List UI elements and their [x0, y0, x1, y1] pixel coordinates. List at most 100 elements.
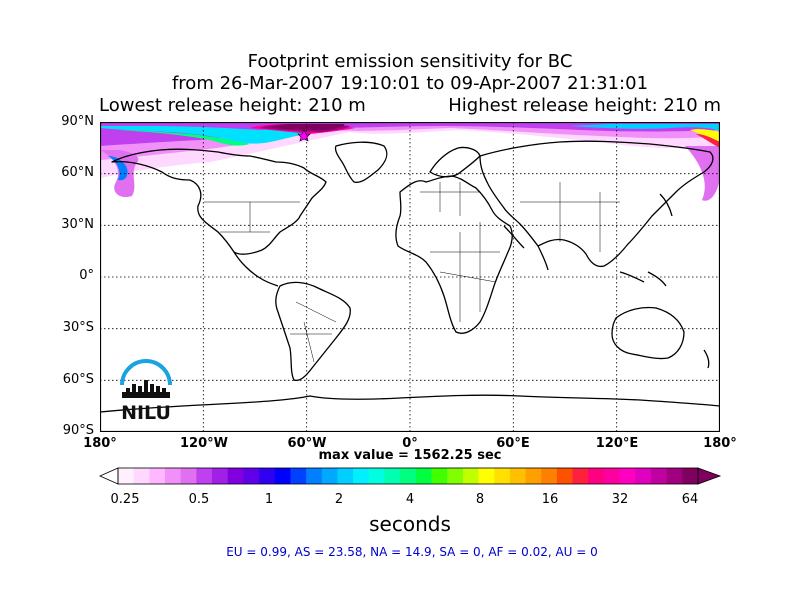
- coast-antarctica: [100, 394, 720, 413]
- title-line-1: Footprint emission sensitivity for BC: [247, 51, 573, 72]
- colorbar-tick-4: 4: [405, 492, 415, 507]
- colorbar: [99, 467, 722, 485]
- colorbar-cell: [682, 468, 699, 484]
- colorbar-cell: [400, 468, 417, 484]
- coast-central-america: [233, 251, 279, 287]
- coast-indonesia: [619, 271, 667, 287]
- colorbar-cell: [353, 468, 370, 484]
- nilu-logo-text: NILU: [121, 402, 171, 424]
- highest-release-height: Highest release height: 210 m: [448, 95, 721, 116]
- colorbar-tick-7: 32: [611, 492, 629, 507]
- nilu-logo-arc: [120, 359, 172, 386]
- colorbar-tick-0: 0.25: [110, 492, 140, 507]
- region-stats: EU = 0.99, AS = 23.58, NA = 14.9, SA = 0…: [226, 545, 598, 559]
- colorbar-cell: [494, 468, 511, 484]
- nilu-logo-skyline: [122, 380, 170, 398]
- field-peak-core: [272, 124, 345, 130]
- coast-south-america: [275, 281, 351, 382]
- colorbar-cell: [635, 468, 652, 484]
- coast-australia: [611, 306, 685, 360]
- coast-north-america: [111, 148, 327, 255]
- colorbar-cell: [478, 468, 495, 484]
- colorbar-cell: [619, 468, 636, 484]
- lat-label-60s: 60°S: [62, 372, 94, 387]
- coast-greenland: [334, 141, 388, 183]
- colorbar-cell: [572, 468, 589, 484]
- colorbar-frame: [117, 467, 699, 485]
- borders-south-america: [290, 301, 337, 363]
- lat-label-0: 0°: [79, 268, 94, 283]
- world-map: NILU: [100, 122, 720, 432]
- coast-europe-africa: [395, 175, 513, 334]
- borders-europe: [420, 182, 480, 216]
- colorbar-cell: [227, 468, 244, 484]
- colorbar-cells: [118, 468, 699, 484]
- colorbar-cell: [650, 468, 668, 484]
- borders-asia: [520, 182, 620, 252]
- lat-label-30s: 30°S: [62, 320, 94, 335]
- lon-label-60w: 60°W: [287, 436, 327, 451]
- map-frame: [100, 122, 720, 432]
- colorbar-cell: [290, 468, 307, 484]
- coast-japan: [659, 193, 673, 217]
- colorbar-cell: [149, 468, 166, 484]
- colorbar-extend-high: [697, 467, 722, 485]
- colorbar-tick-2: 1: [264, 492, 274, 507]
- coast-arabia-india: [503, 225, 549, 271]
- colorbar-cell: [274, 468, 291, 484]
- colorbar-cell: [541, 468, 558, 484]
- colorbar-cell: [196, 468, 213, 484]
- colorbar-cell: [368, 468, 385, 484]
- field-band-red-east: [696, 134, 720, 148]
- lon-label-180w: 180°: [83, 436, 117, 451]
- lowest-release-height: Lowest release height: 210 m: [99, 95, 366, 116]
- borders-north-america: [204, 201, 300, 233]
- coast-new-zealand: [703, 349, 710, 369]
- colorbar-cell: [306, 468, 323, 484]
- colorbar-cell: [133, 468, 150, 484]
- colorbar-cell: [259, 468, 276, 484]
- field-band-cyan-east: [570, 124, 720, 132]
- colorbar-cell: [415, 468, 433, 484]
- colorbar-cell: [666, 468, 683, 484]
- colorbar-cell: [165, 468, 182, 484]
- lat-label-90s: 90°S: [62, 423, 94, 438]
- coastlines: [100, 140, 720, 413]
- colorbar-tick-6: 16: [541, 492, 559, 507]
- colorbar-cell: [603, 468, 621, 484]
- nilu-logo: NILU: [120, 359, 172, 424]
- lat-label-60n: 60°N: [61, 165, 94, 180]
- field-band-cyan-west: [100, 126, 320, 144]
- colorbar-cell: [243, 468, 260, 484]
- colorbar-cell: [384, 468, 401, 484]
- lon-label-0: 0°: [402, 436, 418, 451]
- colorbar-cell: [118, 468, 135, 484]
- colorbar-extend-low: [99, 467, 119, 485]
- colorbar-cell: [321, 468, 338, 484]
- colorbar-units: seconds: [369, 512, 451, 536]
- colorbar-cell: [212, 468, 229, 484]
- colorbar-cell: [337, 468, 354, 484]
- colorbar-cell: [447, 468, 464, 484]
- lon-label-60e: 60°E: [496, 436, 530, 451]
- lat-label-30n: 30°N: [61, 217, 94, 232]
- colorbar-cell: [431, 468, 448, 484]
- lon-label-120w: 120°W: [180, 436, 228, 451]
- title-line-2: from 26-Mar-2007 19:10:01 to 09-Apr-2007…: [171, 73, 649, 94]
- graticule: [100, 122, 720, 432]
- colorbar-tick-8: 64: [681, 492, 699, 507]
- lon-label-180e: 180°: [703, 436, 737, 451]
- lon-label-120e: 120°E: [595, 436, 639, 451]
- colorbar-tick-1: 0.5: [188, 492, 210, 507]
- colorbar-cell: [588, 468, 605, 484]
- field-band-green-west: [120, 130, 250, 146]
- coast-asia: [479, 140, 714, 268]
- lat-label-90n: 90°N: [61, 114, 94, 129]
- colorbar-cell: [556, 468, 574, 484]
- colorbar-cell: [509, 468, 527, 484]
- colorbar-tick-3: 2: [334, 492, 344, 507]
- colorbar-cell: [462, 468, 480, 484]
- colorbar-cell: [180, 468, 197, 484]
- max-value-label: max value = 1562.25 sec: [318, 448, 502, 463]
- field-siberia-tongue: [685, 146, 720, 201]
